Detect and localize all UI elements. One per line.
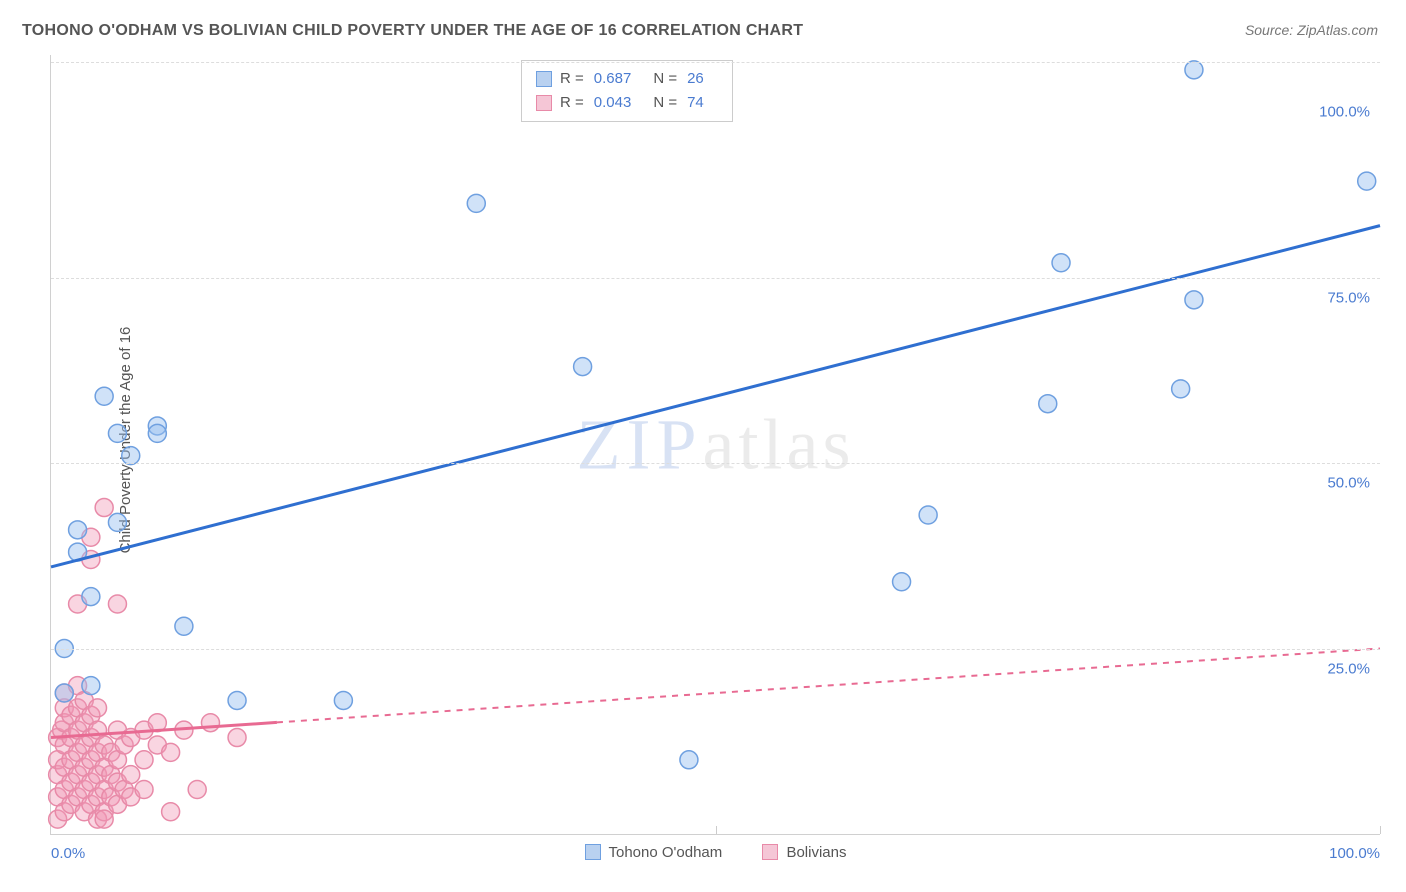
- data-point: [135, 780, 153, 798]
- gridline-horizontal: [51, 463, 1380, 464]
- data-point: [95, 810, 113, 828]
- data-point: [1358, 172, 1376, 190]
- data-point: [82, 588, 100, 606]
- data-point: [1185, 291, 1203, 309]
- x-tick-mark: [1380, 826, 1381, 834]
- data-point: [108, 513, 126, 531]
- trend-line-dashed: [277, 649, 1380, 723]
- gridline-horizontal: [51, 62, 1380, 63]
- y-tick-label: 75.0%: [1327, 289, 1370, 306]
- y-tick-label: 100.0%: [1319, 104, 1370, 121]
- legend-item-series1: Tohono O'odham: [585, 844, 723, 861]
- data-point: [108, 595, 126, 613]
- y-tick-label: 50.0%: [1327, 475, 1370, 492]
- chart-title: TOHONO O'ODHAM VS BOLIVIAN CHILD POVERTY…: [22, 22, 803, 40]
- data-point: [69, 521, 87, 539]
- legend-swatch-series1-bottom: [585, 844, 601, 860]
- series-legend: Tohono O'odham Bolivians: [51, 844, 1380, 865]
- data-point: [1185, 61, 1203, 79]
- y-tick-label: 25.0%: [1327, 660, 1370, 677]
- data-point: [467, 194, 485, 212]
- data-point: [893, 573, 911, 591]
- data-point: [1039, 395, 1057, 413]
- data-point: [82, 677, 100, 695]
- legend-label-series1: Tohono O'odham: [609, 844, 723, 861]
- source-attribution: Source: ZipAtlas.com: [1245, 22, 1378, 38]
- legend-swatch-series2-bottom: [762, 844, 778, 860]
- data-point: [55, 684, 73, 702]
- data-point: [162, 803, 180, 821]
- data-point: [122, 447, 140, 465]
- x-tick-label: 0.0%: [51, 845, 85, 862]
- data-point: [334, 691, 352, 709]
- data-point: [188, 780, 206, 798]
- data-point: [108, 424, 126, 442]
- data-point: [919, 506, 937, 524]
- gridline-horizontal: [51, 649, 1380, 650]
- data-point: [95, 499, 113, 517]
- data-point: [1172, 380, 1190, 398]
- data-point: [135, 751, 153, 769]
- data-point: [680, 751, 698, 769]
- data-point: [1052, 254, 1070, 272]
- data-point: [122, 766, 140, 784]
- plot-area: ZIPatlas R = 0.687 N = 26 R = 0.043 N = …: [50, 55, 1380, 835]
- data-point: [228, 729, 246, 747]
- gridline-horizontal: [51, 278, 1380, 279]
- data-point: [95, 387, 113, 405]
- legend-item-series2: Bolivians: [762, 844, 846, 861]
- data-point: [228, 691, 246, 709]
- data-point: [201, 714, 219, 732]
- svg-layer: [51, 55, 1380, 834]
- x-tick-label: 100.0%: [1329, 845, 1380, 862]
- legend-label-series2: Bolivians: [786, 844, 846, 861]
- data-point: [148, 424, 166, 442]
- data-point: [574, 358, 592, 376]
- data-point: [175, 617, 193, 635]
- data-point: [162, 743, 180, 761]
- data-point: [89, 699, 107, 717]
- chart-container: TOHONO O'ODHAM VS BOLIVIAN CHILD POVERTY…: [0, 0, 1406, 892]
